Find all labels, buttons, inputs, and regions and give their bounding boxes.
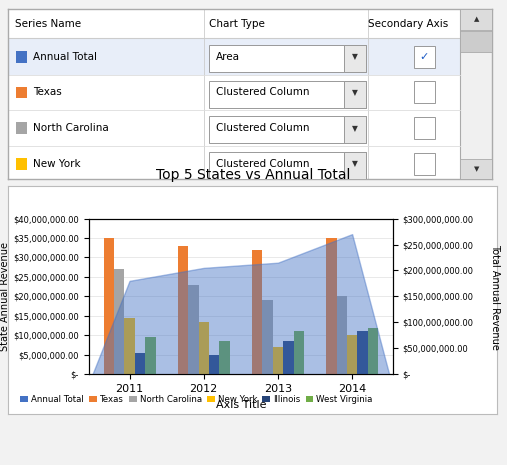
Bar: [414, 117, 434, 139]
Bar: [135, 353, 145, 374]
Bar: [294, 332, 304, 374]
Bar: [460, 9, 492, 30]
Text: Clustered Column: Clustered Column: [216, 123, 309, 133]
Bar: [273, 347, 283, 374]
Bar: [208, 45, 366, 72]
Bar: [414, 46, 434, 68]
Text: Texas: Texas: [33, 87, 61, 98]
Bar: [208, 152, 366, 179]
Bar: [220, 341, 230, 374]
Bar: [344, 80, 366, 108]
Bar: [8, 75, 460, 110]
Bar: [337, 297, 347, 374]
Bar: [16, 158, 27, 170]
Bar: [199, 322, 209, 374]
Text: ▲: ▲: [474, 16, 479, 22]
Bar: [414, 81, 434, 104]
Text: Secondary Axis: Secondary Axis: [368, 19, 448, 29]
Bar: [344, 45, 366, 72]
Y-axis label: State Annual Revenue: State Annual Revenue: [1, 242, 10, 351]
Legend: Annual Total, Texas, North Carolina, New York, Illinois, West Virginia: Annual Total, Texas, North Carolina, New…: [17, 392, 376, 407]
Bar: [344, 116, 366, 143]
Bar: [347, 335, 357, 374]
Text: Area: Area: [216, 52, 240, 62]
Bar: [178, 246, 188, 374]
Bar: [262, 300, 273, 374]
Bar: [208, 116, 366, 143]
X-axis label: Axis Title: Axis Title: [215, 399, 266, 410]
Text: ▼: ▼: [352, 159, 358, 168]
Text: ✓: ✓: [420, 52, 429, 62]
Y-axis label: Total Annual Revenue: Total Annual Revenue: [490, 244, 500, 349]
Bar: [8, 39, 460, 75]
Text: New York: New York: [33, 159, 81, 169]
Text: Clustered Column: Clustered Column: [216, 87, 309, 98]
Bar: [124, 318, 135, 374]
Bar: [145, 337, 156, 374]
Bar: [209, 355, 220, 374]
Text: Clustered Column: Clustered Column: [216, 159, 309, 169]
Bar: [16, 122, 27, 134]
Bar: [326, 238, 337, 374]
Bar: [368, 328, 378, 374]
Bar: [16, 51, 27, 63]
Bar: [16, 86, 27, 99]
Bar: [252, 250, 262, 374]
Text: Annual Total: Annual Total: [33, 52, 97, 62]
Bar: [460, 159, 492, 179]
Bar: [103, 238, 114, 374]
Bar: [114, 269, 124, 374]
Bar: [357, 332, 368, 374]
Bar: [283, 341, 294, 374]
Bar: [414, 153, 434, 175]
Bar: [8, 110, 460, 146]
Bar: [460, 9, 492, 179]
Text: Chart Type: Chart Type: [208, 19, 265, 29]
Bar: [344, 152, 366, 179]
Bar: [460, 31, 492, 52]
Text: ▼: ▼: [352, 124, 358, 133]
Bar: [208, 80, 366, 108]
Text: ▼: ▼: [474, 166, 479, 172]
Bar: [8, 146, 460, 181]
Text: Series Name: Series Name: [15, 19, 81, 29]
Text: ▼: ▼: [352, 53, 358, 61]
Text: North Carolina: North Carolina: [33, 123, 108, 133]
Bar: [188, 285, 199, 374]
Text: Top 5 States vs Annual Total: Top 5 States vs Annual Total: [156, 168, 351, 182]
Text: ▼: ▼: [352, 88, 358, 97]
